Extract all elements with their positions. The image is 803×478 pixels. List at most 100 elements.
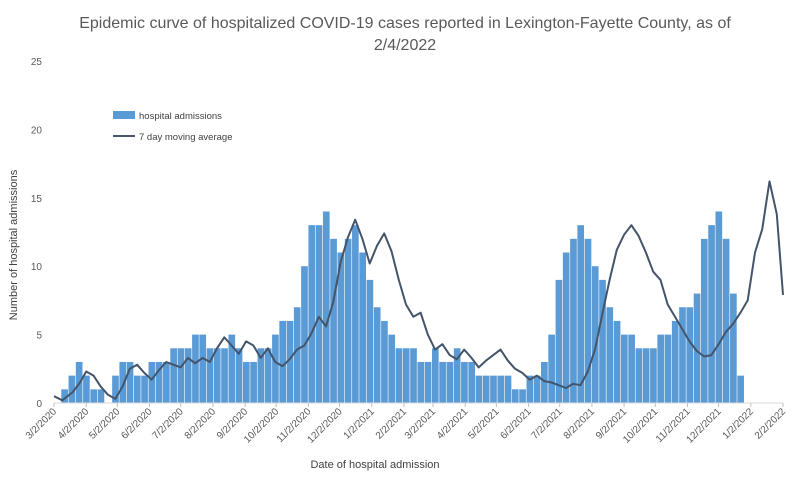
admissions-bar	[519, 389, 526, 403]
admissions-bar	[417, 361, 425, 403]
admissions-bar	[112, 375, 119, 403]
admissions-bar	[715, 211, 723, 403]
admissions-bar	[97, 389, 105, 403]
y-tick-label: 20	[31, 125, 43, 136]
admissions-bar	[664, 334, 672, 403]
admissions-bar	[424, 361, 432, 403]
admissions-bar	[686, 307, 694, 403]
admissions-bar	[301, 266, 308, 403]
admissions-bar	[432, 348, 439, 403]
admissions-bar	[184, 348, 192, 403]
chart-title-line-2: 2/4/2022	[374, 37, 436, 54]
admissions-bar	[381, 320, 388, 403]
legend-swatch-admissions	[113, 111, 135, 119]
admissions-bar	[642, 348, 650, 403]
admissions-bar	[562, 252, 570, 403]
admissions-bar	[330, 238, 337, 403]
admissions-bar	[337, 252, 345, 403]
admissions-bar	[359, 252, 366, 403]
admissions-bar	[83, 375, 90, 403]
admissions-bar	[90, 389, 98, 403]
legend-label-moving-average: 7 day moving average	[139, 132, 232, 143]
admissions-bar	[555, 279, 563, 403]
admissions-bar	[635, 348, 643, 403]
admissions-bar	[366, 279, 374, 403]
admissions-bar	[722, 238, 730, 403]
admissions-bar	[628, 334, 635, 403]
admissions-bar	[352, 225, 359, 403]
admissions-bar	[148, 361, 156, 403]
admissions-bar	[388, 334, 396, 403]
admissions-bar	[548, 334, 555, 403]
admissions-bar	[700, 238, 708, 403]
admissions-bar	[308, 225, 316, 403]
admissions-bar	[133, 375, 141, 403]
admissions-bar	[395, 348, 403, 403]
admissions-bar	[570, 238, 577, 403]
admissions-bar	[490, 375, 497, 403]
admissions-bar	[737, 375, 744, 403]
legend: hospital admissions 7 day moving average	[113, 111, 232, 143]
admissions-bar	[315, 225, 323, 403]
admissions-bar	[126, 361, 134, 403]
y-axis-label: Number of hospital admissions	[8, 169, 20, 320]
admissions-bar	[577, 225, 585, 403]
admissions-bar	[526, 375, 534, 403]
admissions-bar	[250, 361, 257, 403]
admissions-bar	[606, 307, 614, 403]
y-tick-label: 25	[31, 57, 43, 68]
admissions-bar	[235, 348, 243, 403]
admissions-bar	[264, 348, 272, 403]
admissions-bar	[541, 361, 548, 403]
admissions-bar	[504, 375, 512, 403]
admissions-bar	[453, 348, 461, 403]
admissions-bar	[613, 320, 621, 403]
legend-label-admissions: hospital admissions	[139, 111, 222, 122]
admissions-bar	[650, 348, 657, 403]
admissions-bar	[257, 348, 265, 403]
admissions-bar	[410, 348, 417, 403]
admissions-bar	[402, 348, 410, 403]
y-axis-ticks: 0 5 10 15 20 25	[31, 57, 43, 410]
admissions-bar	[693, 293, 701, 403]
admissions-bar	[141, 375, 148, 403]
admissions-bar	[199, 334, 207, 403]
admissions-bar	[461, 361, 468, 403]
admissions-bar	[286, 320, 294, 403]
y-tick-label: 10	[31, 262, 43, 273]
admissions-bar	[584, 238, 592, 403]
admissions-bar	[446, 361, 454, 403]
admissions-bar	[119, 361, 127, 403]
admissions-bar	[61, 389, 68, 403]
x-axis-label: Date of hospital admission	[310, 459, 439, 471]
admissions-bar	[599, 279, 606, 403]
admissions-bar	[708, 225, 715, 403]
admissions-bar	[155, 361, 163, 403]
admissions-bar	[206, 348, 214, 403]
y-tick-label: 5	[36, 331, 42, 342]
admissions-bar	[671, 320, 679, 403]
moving-average-layer	[53, 180, 784, 402]
admissions-bar	[272, 334, 279, 403]
admissions-bar	[439, 361, 446, 403]
admissions-bar	[373, 307, 381, 403]
admissions-bar	[482, 375, 490, 403]
admissions-bar	[213, 348, 221, 403]
admissions-bar	[293, 307, 301, 403]
admissions-bar	[497, 375, 505, 403]
admissions-bar	[344, 238, 352, 403]
moving-average-line	[53, 180, 784, 402]
admissions-bar	[228, 334, 236, 403]
admissions-bar	[730, 293, 737, 403]
admissions-bar	[533, 375, 541, 403]
admissions-bar	[192, 334, 199, 403]
admissions-bar	[679, 307, 686, 403]
admissions-bar	[468, 361, 476, 403]
admissions-bars	[61, 211, 744, 403]
admissions-bar	[322, 211, 330, 403]
admissions-bar	[177, 348, 185, 403]
admissions-bar	[279, 320, 287, 403]
admissions-bar	[657, 334, 665, 403]
